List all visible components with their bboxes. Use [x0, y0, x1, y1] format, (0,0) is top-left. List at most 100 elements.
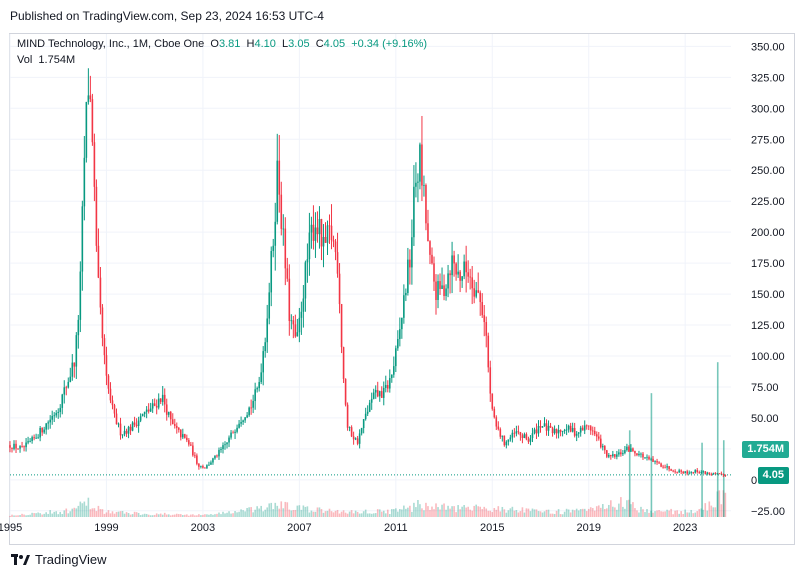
volume-bar: [330, 511, 333, 517]
candle-body: [232, 432, 234, 434]
volume-bar: [268, 503, 271, 517]
volume-bar: [666, 509, 668, 517]
candle-body: [268, 292, 271, 319]
volume-bar: [567, 509, 570, 517]
candle-body: [87, 95, 90, 102]
candle-body: [264, 342, 267, 352]
candle-body: [153, 403, 156, 406]
candle-body: [117, 423, 120, 425]
price-tick-label: 200.00: [751, 227, 785, 239]
volume-bar: [636, 510, 638, 517]
price-tick-label: 75.00: [751, 382, 779, 394]
volume-bar: [608, 504, 610, 517]
volume-bar: [616, 509, 618, 517]
volume-bar: [264, 509, 267, 517]
volume-bar: [537, 511, 540, 517]
volume-bar: [529, 511, 532, 517]
volume-bar: [202, 514, 204, 517]
candle-body: [708, 472, 711, 475]
time-tick-label: 2019: [576, 522, 600, 534]
candle-body: [491, 393, 494, 409]
candle-body: [194, 455, 196, 457]
candle-body: [622, 453, 624, 455]
candle-body: [216, 455, 218, 457]
volume-bar: [487, 510, 490, 517]
volume-bar: [95, 511, 98, 517]
volume-bar: [376, 509, 379, 517]
candle-body: [342, 347, 345, 379]
candle-body: [258, 382, 260, 389]
volume-spike: [722, 440, 725, 517]
volume-bar: [720, 504, 723, 517]
candle-body: [421, 144, 423, 186]
volume-bar: [218, 512, 220, 517]
volume-bar: [393, 509, 395, 517]
candle-body: [487, 335, 490, 368]
candle-body: [226, 442, 228, 445]
candle-body: [182, 434, 184, 438]
volume-bar: [256, 506, 258, 517]
volume-bar: [455, 512, 457, 517]
volume-bar: [49, 510, 51, 517]
candle-body: [236, 427, 238, 432]
candle-body: [9, 445, 11, 448]
candle-body: [362, 419, 365, 429]
candle-body: [515, 431, 518, 434]
volume-bar: [312, 511, 315, 517]
volume-bar: [391, 509, 393, 517]
volume-bar: [674, 510, 676, 517]
volume-bar: [356, 511, 359, 517]
published-caption: Published on TradingView.com, Sep 23, 20…: [10, 9, 324, 23]
volume-bar: [499, 511, 502, 517]
candle-body: [97, 245, 100, 278]
candle-body: [360, 428, 363, 434]
low-value: 3.05: [288, 38, 310, 50]
volume-bar: [439, 509, 441, 517]
candle-body: [433, 263, 435, 282]
volume-bar: [640, 506, 642, 517]
candle-body: [101, 307, 104, 339]
volume-bar: [366, 513, 369, 517]
volume-bar: [59, 511, 62, 517]
candle-body: [690, 472, 693, 474]
volume-bar: [286, 502, 289, 517]
volume-bar: [318, 507, 321, 517]
volume-bar: [77, 505, 80, 517]
candle-body: [606, 450, 608, 457]
candle-body: [19, 446, 21, 449]
candle-body: [501, 435, 504, 437]
candle-body: [469, 276, 471, 278]
candle-body: [240, 422, 242, 424]
volume-bar: [597, 505, 600, 517]
candle-body: [326, 225, 329, 243]
candle-body: [644, 457, 646, 459]
volume-bar: [97, 505, 100, 517]
volume-bar: [71, 508, 74, 517]
candle-body: [159, 398, 162, 402]
volume-bar: [280, 501, 283, 517]
candle-body: [15, 443, 17, 449]
candle-body: [33, 437, 35, 439]
volume-bar: [437, 507, 439, 517]
volume-bar: [624, 508, 626, 517]
volume-bar: [388, 514, 391, 517]
volume-bar: [194, 515, 196, 517]
candle-body: [706, 472, 709, 474]
tradingview-brand[interactable]: TradingView: [11, 552, 107, 567]
candle-body: [527, 439, 530, 442]
volume-bar: [334, 510, 337, 517]
volume-bar: [326, 510, 329, 517]
candle-body: [73, 362, 76, 367]
volume-bar: [133, 511, 136, 517]
volume-bar: [662, 511, 664, 517]
candle-body: [196, 455, 198, 464]
candle-body: [395, 348, 397, 367]
candle-body: [702, 471, 705, 473]
volume-bar: [495, 509, 498, 517]
candle-body: [642, 453, 644, 458]
volume-value: 1.754M: [38, 54, 76, 66]
candle-body: [543, 423, 546, 427]
candle-body: [483, 315, 486, 323]
price-tick-label: −25.00: [751, 506, 785, 518]
